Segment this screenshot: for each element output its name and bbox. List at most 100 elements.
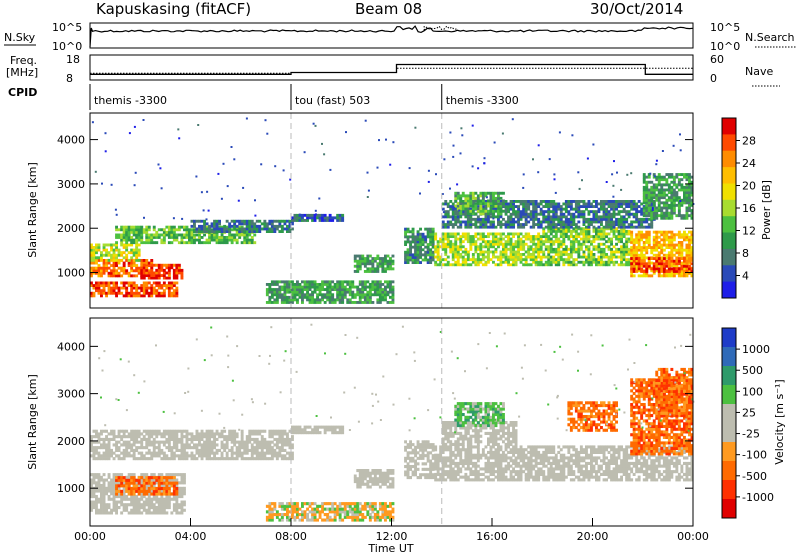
cell-2 bbox=[90, 448, 93, 452]
cell-1 bbox=[112, 271, 116, 275]
cell-8 bbox=[366, 259, 370, 263]
cell-13 bbox=[645, 270, 649, 273]
cell-9 bbox=[419, 227, 422, 231]
cell-15 bbox=[459, 202, 463, 205]
cell-16 bbox=[657, 203, 661, 207]
cell-0 bbox=[157, 294, 161, 298]
scatter-cell bbox=[655, 163, 658, 166]
cell-16 bbox=[677, 178, 681, 182]
cell-7 bbox=[361, 301, 365, 304]
cell-14 bbox=[519, 217, 523, 221]
cell-2 bbox=[155, 451, 159, 455]
cell-13 bbox=[660, 262, 664, 266]
cell-8 bbox=[389, 257, 392, 260]
cell-7 bbox=[280, 293, 284, 297]
scatter-cell bbox=[452, 144, 455, 147]
cell-1 bbox=[120, 489, 124, 493]
cell-16 bbox=[667, 173, 671, 176]
cell-4 bbox=[218, 225, 221, 229]
cell-14 bbox=[597, 217, 601, 221]
cell-15 bbox=[454, 209, 458, 213]
cell-0 bbox=[175, 503, 179, 507]
cell-7 bbox=[318, 288, 322, 291]
cell-14 bbox=[605, 217, 608, 221]
cell-4 bbox=[150, 238, 154, 242]
cell-14 bbox=[499, 225, 503, 229]
cell-7 bbox=[288, 301, 292, 304]
cell-12 bbox=[642, 256, 646, 260]
cell-15 bbox=[454, 191, 458, 195]
cell-7 bbox=[346, 290, 350, 294]
cell-14 bbox=[537, 220, 541, 224]
cell-16 bbox=[650, 193, 654, 197]
cell-14 bbox=[630, 207, 634, 211]
cell-1 bbox=[160, 476, 164, 480]
cell-2 bbox=[150, 276, 154, 280]
cell-0 bbox=[110, 489, 113, 493]
cell-2 bbox=[117, 435, 121, 439]
cell-2 bbox=[127, 443, 131, 447]
cell-4 bbox=[185, 236, 189, 239]
cell-13 bbox=[688, 257, 691, 260]
cell-2 bbox=[175, 274, 179, 277]
cell-5 bbox=[245, 222, 249, 226]
cell-0 bbox=[130, 291, 134, 295]
cell-2 bbox=[175, 271, 179, 275]
cell-12 bbox=[637, 230, 641, 234]
cell-1 bbox=[135, 484, 139, 488]
cell-2 bbox=[165, 454, 169, 458]
cell-14 bbox=[504, 202, 508, 206]
cell-0 bbox=[137, 506, 141, 510]
cell-12 bbox=[677, 251, 681, 255]
cell-1 bbox=[145, 264, 149, 267]
cell-0 bbox=[130, 473, 134, 477]
cell-0 bbox=[95, 481, 98, 485]
cell-1 bbox=[145, 489, 149, 493]
cell-14 bbox=[582, 220, 586, 224]
cell-10 bbox=[492, 250, 495, 254]
cell-4 bbox=[145, 230, 149, 234]
cell-7 bbox=[348, 293, 352, 297]
cell-12 bbox=[665, 271, 669, 275]
cell-7 bbox=[308, 293, 312, 297]
cell-1 bbox=[145, 478, 149, 482]
cell-3 bbox=[132, 251, 136, 255]
cell-2 bbox=[127, 432, 131, 436]
cell-14 bbox=[554, 207, 558, 211]
cell-0 bbox=[122, 489, 126, 493]
cell-8 bbox=[358, 259, 362, 263]
cell-7 bbox=[301, 298, 304, 302]
cell-2 bbox=[167, 437, 171, 441]
cell-0 bbox=[97, 486, 101, 490]
cell-2 bbox=[155, 432, 159, 436]
cell-16 bbox=[688, 206, 691, 210]
cell-2 bbox=[183, 446, 186, 450]
cell-0 bbox=[125, 294, 129, 298]
cell-11 bbox=[562, 258, 566, 262]
cell-7 bbox=[326, 293, 330, 297]
cell-11 bbox=[564, 232, 568, 236]
cell-2 bbox=[142, 435, 146, 439]
cell-12 bbox=[652, 235, 656, 239]
cell-12 bbox=[667, 243, 671, 247]
cell-4 bbox=[157, 233, 161, 237]
cell-7 bbox=[368, 283, 372, 286]
cell-14 bbox=[441, 223, 445, 226]
cell-14 bbox=[471, 200, 475, 203]
cell-10 bbox=[487, 255, 490, 259]
cell-2 bbox=[175, 435, 179, 439]
cell-7 bbox=[366, 285, 370, 289]
cell-12 bbox=[665, 238, 669, 242]
cell-14 bbox=[454, 220, 458, 224]
cell-2 bbox=[175, 268, 179, 272]
cell-4 bbox=[200, 241, 204, 245]
cell-2 bbox=[135, 429, 139, 433]
cell-13 bbox=[683, 270, 686, 273]
cell-11 bbox=[559, 245, 563, 249]
cell-0 bbox=[172, 478, 176, 482]
cell-13 bbox=[645, 267, 649, 271]
cell-0 bbox=[127, 284, 131, 287]
cell-7 bbox=[268, 283, 272, 286]
cell-10 bbox=[514, 245, 518, 249]
cell-0 bbox=[90, 294, 93, 298]
